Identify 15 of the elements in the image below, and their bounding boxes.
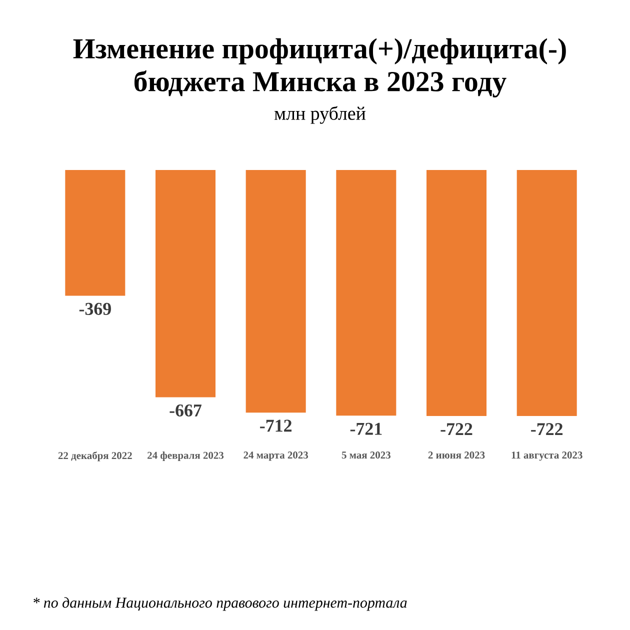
x-tick-label: 11 августа 2023 <box>512 452 582 461</box>
x-tick-label: 24 февраля 2023 <box>148 452 224 461</box>
data-label: -722 <box>440 423 472 436</box>
x-tick-label: 2 июня 2023 <box>428 452 485 459</box>
data-label: -369 <box>79 302 111 315</box>
text: * по данным Национального правового интернет-портала <box>34 597 407 611</box>
x-tick-label: 5 мая 2023 <box>342 452 390 459</box>
data-label: -712 <box>260 420 292 432</box>
data-label: -721 <box>350 422 382 435</box>
chart-title: Изменение профицита(+)/дефицита(-) бюджета Минска в 2023 году <box>73 38 566 98</box>
data-label: -722 <box>531 423 563 436</box>
data-label: -667 <box>170 404 202 416</box>
x-tick-label: 24 марта 2023 <box>244 452 308 461</box>
x-tick-label: 22 декабря 2022 <box>58 452 132 462</box>
chart-subtitle: млн рублей <box>274 106 366 124</box>
